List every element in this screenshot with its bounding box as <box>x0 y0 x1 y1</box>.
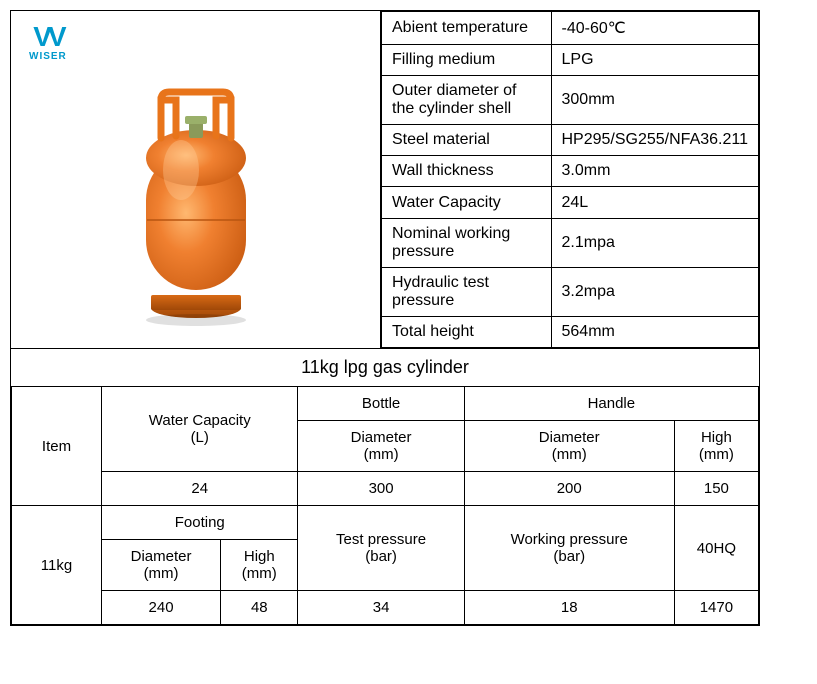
bottle-diameter-header: Diameter (mm) <box>298 421 464 472</box>
spec-label: Water Capacity <box>382 187 552 218</box>
cylinder-icon <box>121 80 271 330</box>
spec-label: Abient temperature <box>382 12 552 45</box>
working-pressure-header: Working pressure (bar) <box>464 506 674 591</box>
item-header: Item <box>12 387 102 506</box>
footing-header: Footing <box>102 506 298 540</box>
spec-value: 3.0mm <box>551 156 759 187</box>
working-pressure-value: 18 <box>464 591 674 625</box>
handle-diameter-header: Diameter (mm) <box>464 421 674 472</box>
spec-row: Abient temperature-40-60℃ <box>382 12 759 45</box>
item-value: 11kg <box>12 506 102 625</box>
spec-value: LPG <box>551 45 759 76</box>
spec-label: Hydraulic test pressure <box>382 267 552 316</box>
spec-row: Nominal working pressure2.1mpa <box>382 218 759 267</box>
logo-text: WISER <box>29 51 67 62</box>
spec-value: -40-60℃ <box>551 12 759 45</box>
spec-table: Abient temperature-40-60℃Filling mediumL… <box>381 11 759 348</box>
test-pressure-header: Test pressure (bar) <box>298 506 464 591</box>
spec-label: Nominal working pressure <box>382 218 552 267</box>
spec-row: Hydraulic test pressure3.2mpa <box>382 267 759 316</box>
spec-label: Wall thickness <box>382 156 552 187</box>
handle-diameter-value: 200 <box>464 472 674 506</box>
water-capacity-value: 24 <box>102 472 298 506</box>
handle-high-value: 150 <box>674 472 758 506</box>
spec-value: 300mm <box>551 76 759 125</box>
bottle-diameter-value: 300 <box>298 472 464 506</box>
hq-header: 40HQ <box>674 506 758 591</box>
hq-value: 1470 <box>674 591 758 625</box>
footing-diameter-value: 240 <box>102 591 221 625</box>
footing-diameter-header: Diameter (mm) <box>102 540 221 591</box>
top-section: VV WISER <box>11 11 759 348</box>
water-capacity-header: Water Capacity (L) <box>102 387 298 472</box>
spec-row: Water Capacity24L <box>382 187 759 218</box>
details-table: Item Water Capacity (L) Bottle Handle Di… <box>11 386 759 625</box>
product-cell: VV WISER <box>11 11 381 348</box>
spec-value: 3.2mpa <box>551 267 759 316</box>
spec-row: Total height564mm <box>382 316 759 347</box>
spec-sheet: VV WISER <box>10 10 760 626</box>
spec-row: Wall thickness3.0mm <box>382 156 759 187</box>
spec-value: 2.1mpa <box>551 218 759 267</box>
brand-logo: VV WISER <box>29 23 67 62</box>
spec-value: HP295/SG255/NFA36.211 <box>551 125 759 156</box>
logo-icon: VV <box>33 23 62 51</box>
test-pressure-value: 34 <box>298 591 464 625</box>
product-image <box>19 70 372 340</box>
spec-value: 24L <box>551 187 759 218</box>
spec-label: Outer diameter of the cylinder shell <box>382 76 552 125</box>
handle-high-header: High (mm) <box>674 421 758 472</box>
spec-row: Filling mediumLPG <box>382 45 759 76</box>
footing-high-value: 48 <box>221 591 298 625</box>
spec-value: 564mm <box>551 316 759 347</box>
spec-row: Outer diameter of the cylinder shell300m… <box>382 76 759 125</box>
bottle-header: Bottle <box>298 387 464 421</box>
spec-label: Steel material <box>382 125 552 156</box>
product-title: 11kg lpg gas cylinder <box>11 348 759 386</box>
spec-row: Steel materialHP295/SG255/NFA36.211 <box>382 125 759 156</box>
handle-header: Handle <box>464 387 758 421</box>
footing-high-header: High (mm) <box>221 540 298 591</box>
spec-label: Filling medium <box>382 45 552 76</box>
spec-label: Total height <box>382 316 552 347</box>
